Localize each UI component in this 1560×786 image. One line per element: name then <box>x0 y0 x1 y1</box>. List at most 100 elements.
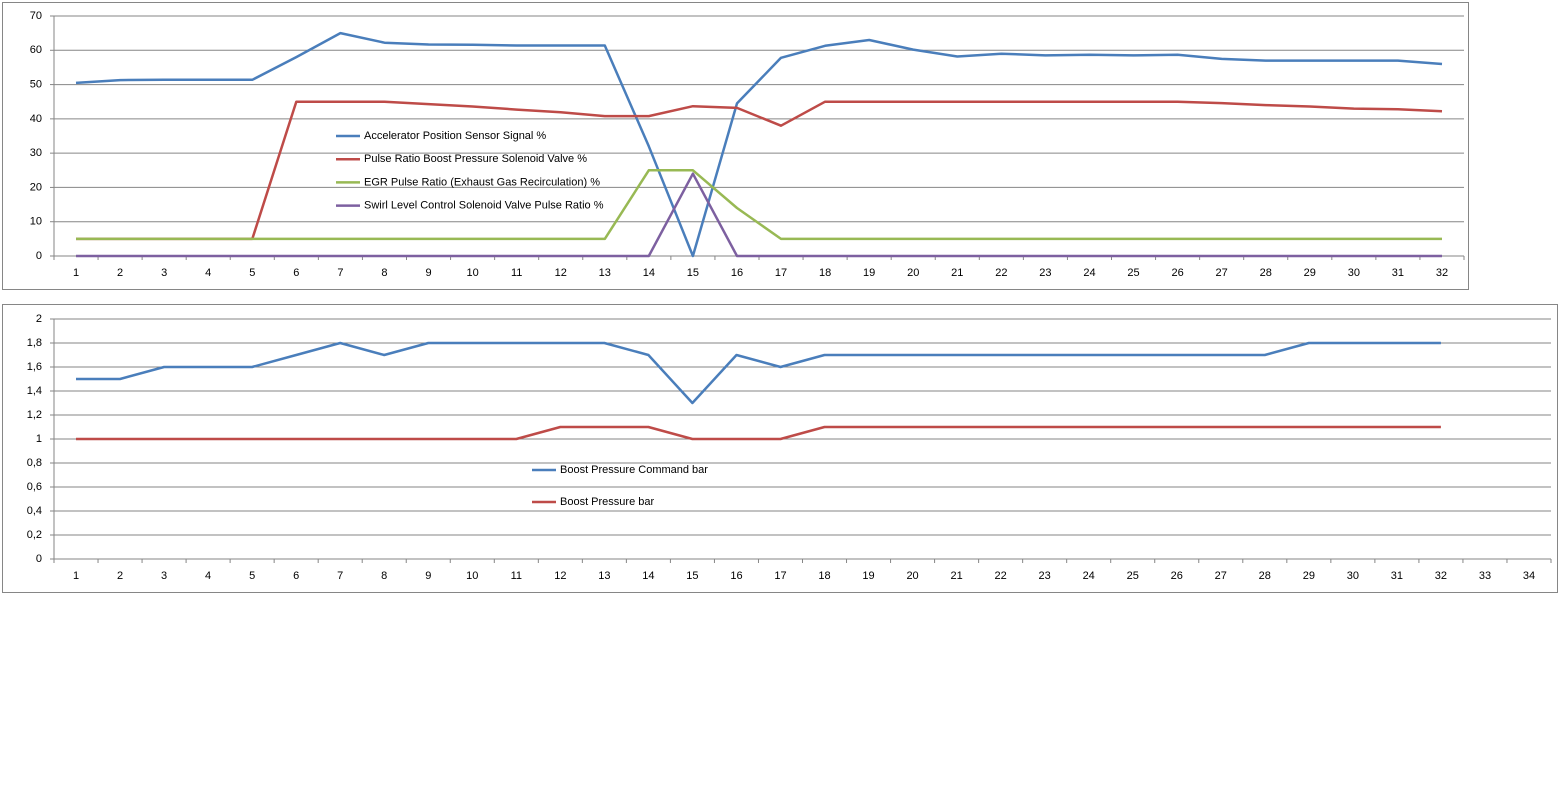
data-line <box>76 169 1442 241</box>
y-tick-label: 60 <box>30 44 42 56</box>
x-tick-label: 19 <box>863 267 875 279</box>
x-tick-label: 9 <box>425 267 431 279</box>
y-tick-label: 10 <box>30 216 42 228</box>
x-tick-label: 32 <box>1435 570 1447 582</box>
x-tick-label: 1 <box>73 267 79 279</box>
x-tick-label: 15 <box>686 570 698 582</box>
x-tick-label: 12 <box>555 267 567 279</box>
x-tick-label: 29 <box>1304 267 1316 279</box>
x-tick-label: 6 <box>293 267 299 279</box>
x-tick-label: 25 <box>1127 570 1139 582</box>
x-tick-label: 7 <box>337 267 343 279</box>
x-tick-label: 31 <box>1391 570 1403 582</box>
y-tick-label: 40 <box>30 113 42 125</box>
x-tick-label: 8 <box>381 267 387 279</box>
x-tick-label: 17 <box>775 267 787 279</box>
x-tick-label: 30 <box>1347 570 1359 582</box>
x-tick-label: 29 <box>1303 570 1315 582</box>
x-tick-label: 2 <box>117 570 123 582</box>
y-tick-label: 1,8 <box>27 337 42 349</box>
x-tick-label: 6 <box>293 570 299 582</box>
y-tick-label: 1,4 <box>27 385 42 397</box>
y-tick-label: 0,6 <box>27 481 42 493</box>
chart-frame <box>2 2 1469 290</box>
x-tick-label: 8 <box>381 570 387 582</box>
y-tick-label: 0,8 <box>27 457 42 469</box>
x-tick-label: 14 <box>643 267 655 279</box>
legend-label: EGR Pulse Ratio (Exhaust Gas Recirculati… <box>364 176 600 188</box>
x-tick-label: 30 <box>1348 267 1360 279</box>
x-tick-label: 1 <box>73 570 79 582</box>
x-tick-label: 13 <box>598 570 610 582</box>
data-line <box>75 31 1443 258</box>
x-tick-label: 3 <box>161 570 167 582</box>
x-tick-label: 3 <box>161 267 167 279</box>
x-tick-label: 16 <box>730 570 742 582</box>
y-tick-label: 1 <box>36 433 42 445</box>
x-tick-label: 23 <box>1039 267 1051 279</box>
x-tick-label: 25 <box>1127 267 1139 279</box>
x-tick-label: 34 <box>1523 570 1535 582</box>
y-tick-label: 1,2 <box>27 409 42 421</box>
x-tick-label: 17 <box>774 570 786 582</box>
x-tick-label: 23 <box>1039 570 1051 582</box>
x-tick-label: 24 <box>1083 267 1095 279</box>
x-tick-label: 21 <box>950 570 962 582</box>
x-tick-label: 26 <box>1171 267 1183 279</box>
y-tick-label: 20 <box>30 181 42 193</box>
y-tick-label: 50 <box>30 78 42 90</box>
y-tick-label: 2 <box>36 313 42 325</box>
x-tick-label: 31 <box>1392 267 1404 279</box>
data-line <box>76 425 1441 441</box>
x-tick-label: 22 <box>995 570 1007 582</box>
x-tick-label: 14 <box>642 570 654 582</box>
y-tick-label: 70 <box>30 10 42 22</box>
x-tick-label: 4 <box>205 570 211 582</box>
x-tick-label: 18 <box>818 570 830 582</box>
x-tick-label: 28 <box>1260 267 1272 279</box>
x-tick-label: 15 <box>687 267 699 279</box>
y-tick-label: 0 <box>36 553 42 565</box>
x-tick-label: 7 <box>337 570 343 582</box>
x-tick-label: 19 <box>862 570 874 582</box>
x-tick-label: 20 <box>906 570 918 582</box>
x-tick-label: 16 <box>731 267 743 279</box>
x-tick-label: 11 <box>511 267 522 279</box>
y-tick-label: 30 <box>30 147 42 159</box>
data-line <box>76 172 1442 258</box>
legend-label: Boost Pressure bar <box>560 496 654 508</box>
x-tick-label: 27 <box>1216 267 1228 279</box>
y-tick-label: 0,2 <box>27 529 42 541</box>
x-tick-label: 18 <box>819 267 831 279</box>
x-tick-label: 5 <box>249 570 255 582</box>
x-tick-label: 26 <box>1171 570 1183 582</box>
x-tick-label: 27 <box>1215 570 1227 582</box>
y-tick-label: 0,4 <box>27 505 42 517</box>
x-tick-label: 24 <box>1083 570 1095 582</box>
x-tick-label: 4 <box>205 267 211 279</box>
x-tick-label: 21 <box>951 267 963 279</box>
y-tick-label: 0 <box>36 250 42 262</box>
x-tick-label: 32 <box>1436 267 1448 279</box>
legend-label: Swirl Level Control Solenoid Valve Pulse… <box>364 200 604 212</box>
x-tick-label: 12 <box>554 570 566 582</box>
legend-label: Pulse Ratio Boost Pressure Solenoid Valv… <box>364 153 587 165</box>
x-tick-label: 10 <box>466 267 478 279</box>
legend-label: Boost Pressure Command bar <box>560 464 708 476</box>
x-tick-label: 10 <box>466 570 478 582</box>
x-tick-label: 33 <box>1479 570 1491 582</box>
legend-label: Accelerator Position Sensor Signal % <box>364 130 546 142</box>
data-line <box>76 341 1441 405</box>
x-tick-label: 2 <box>117 267 123 279</box>
x-tick-label: 13 <box>599 267 611 279</box>
x-tick-label: 20 <box>907 267 919 279</box>
y-tick-label: 1,6 <box>27 361 42 373</box>
data-line <box>76 100 1443 241</box>
x-tick-label: 9 <box>425 570 431 582</box>
chart-frame <box>2 304 1558 593</box>
x-tick-label: 11 <box>511 570 522 582</box>
x-tick-label: 28 <box>1259 570 1271 582</box>
x-tick-label: 22 <box>995 267 1007 279</box>
x-tick-label: 5 <box>249 267 255 279</box>
